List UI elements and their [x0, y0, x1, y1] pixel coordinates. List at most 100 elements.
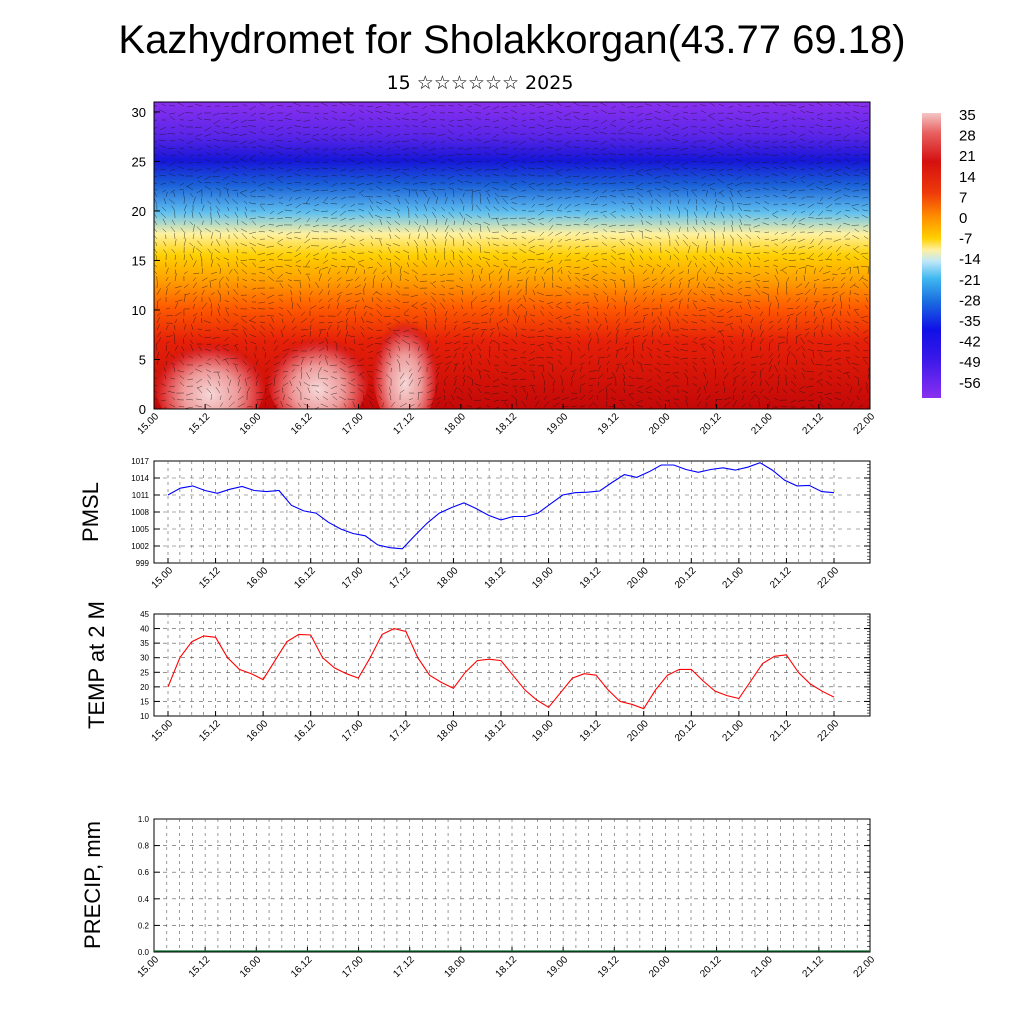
main-ytick-label: 0 — [139, 402, 146, 417]
wind-vector — [407, 241, 410, 247]
wind-vector — [717, 272, 725, 275]
wind-vector — [739, 239, 743, 247]
wind-vector — [721, 247, 725, 254]
wind-vector — [782, 112, 788, 116]
wind-vector — [183, 211, 186, 219]
wind-vector — [709, 140, 716, 145]
wind-vector — [330, 203, 338, 205]
wind-vector — [663, 363, 671, 366]
wind-vector — [314, 406, 320, 409]
temp-ytick-label: 20 — [140, 683, 149, 692]
wind-vector — [277, 210, 284, 215]
wind-vector — [350, 378, 356, 382]
wind-vector — [741, 329, 744, 338]
wind-vector — [421, 154, 428, 157]
wind-vector — [777, 318, 782, 324]
wind-vector — [321, 266, 329, 270]
wind-vector — [426, 361, 433, 366]
wind-vector — [232, 297, 239, 303]
wind-vector — [844, 153, 851, 156]
wind-vector — [854, 310, 860, 317]
wind-vector — [849, 386, 853, 394]
wind-vector — [665, 371, 671, 374]
wind-vector — [251, 294, 257, 299]
wind-vector — [845, 209, 851, 212]
wind-vector — [386, 125, 392, 128]
wind-vector — [270, 161, 275, 165]
wind-vector — [295, 265, 302, 268]
wind-vector — [276, 161, 284, 164]
wind-vector — [552, 402, 560, 408]
wind-vector — [443, 388, 446, 394]
wind-vector — [160, 182, 167, 185]
wind-vector — [250, 341, 257, 345]
wind-vector — [633, 321, 642, 324]
wind-vector — [296, 119, 302, 121]
wind-vector — [719, 308, 725, 313]
wind-vector — [332, 147, 338, 151]
wind-vector — [455, 153, 464, 156]
wind-vector — [780, 182, 788, 184]
wind-vector — [675, 341, 680, 345]
wind-vector — [414, 199, 419, 205]
wind-vector — [840, 292, 845, 296]
pmsl-series-line — [167, 462, 835, 550]
wind-vector — [282, 359, 287, 366]
wind-vector — [403, 187, 410, 191]
wind-vector — [264, 383, 273, 387]
temp-ylabel: TEMP at 2 M — [84, 601, 109, 729]
wind-vector — [215, 125, 221, 128]
wind-vector — [239, 158, 248, 163]
wind-vector — [629, 111, 635, 114]
wind-vector — [717, 178, 725, 184]
wind-vector — [813, 267, 816, 275]
wind-vector — [511, 394, 518, 401]
wind-vector — [330, 245, 338, 250]
wind-vector — [348, 228, 356, 233]
precip-xtick-label: 15.00 — [136, 954, 162, 980]
wind-vector — [476, 173, 482, 177]
wind-vector — [174, 311, 182, 317]
wind-vector — [801, 196, 806, 200]
wind-vector — [835, 362, 842, 366]
wind-vector — [177, 370, 185, 373]
wind-vector — [686, 210, 689, 219]
wind-vector — [178, 174, 185, 177]
wind-vector — [224, 358, 230, 366]
wind-vector — [729, 213, 734, 219]
wind-vector — [610, 123, 617, 128]
wind-vector — [325, 357, 329, 366]
wind-vector — [240, 228, 248, 233]
wind-vector — [196, 398, 203, 401]
wind-vector — [453, 252, 455, 261]
wind-vector — [257, 252, 266, 256]
wind-vector — [731, 220, 734, 226]
wind-vector — [201, 318, 203, 324]
wind-vector — [723, 372, 729, 380]
wind-vector — [862, 209, 869, 212]
wind-vector — [594, 295, 599, 303]
wind-vector — [462, 360, 465, 366]
wind-vector — [503, 326, 509, 331]
wind-vector — [693, 255, 698, 261]
wind-vector — [315, 282, 320, 289]
wind-vector — [563, 188, 572, 191]
wind-vector — [597, 395, 599, 401]
wind-vector — [646, 189, 653, 192]
wind-vector — [192, 291, 197, 296]
wind-vector — [803, 274, 806, 282]
wind-vector — [759, 362, 768, 366]
wind-vector — [854, 182, 860, 185]
wind-vector — [806, 264, 815, 268]
wind-vector — [781, 270, 788, 275]
main-xtick-label: 20.12 — [698, 411, 724, 437]
wind-vector — [629, 253, 635, 261]
wind-vector — [642, 269, 647, 275]
pmsl-xtick-label: 21.12 — [768, 565, 794, 591]
pmsl-ytick-label: 1014 — [131, 474, 149, 483]
wind-vector — [273, 345, 279, 352]
wind-vector — [605, 386, 608, 394]
wind-vector — [435, 260, 440, 268]
wind-vector — [231, 180, 239, 184]
wind-vector — [327, 304, 331, 310]
